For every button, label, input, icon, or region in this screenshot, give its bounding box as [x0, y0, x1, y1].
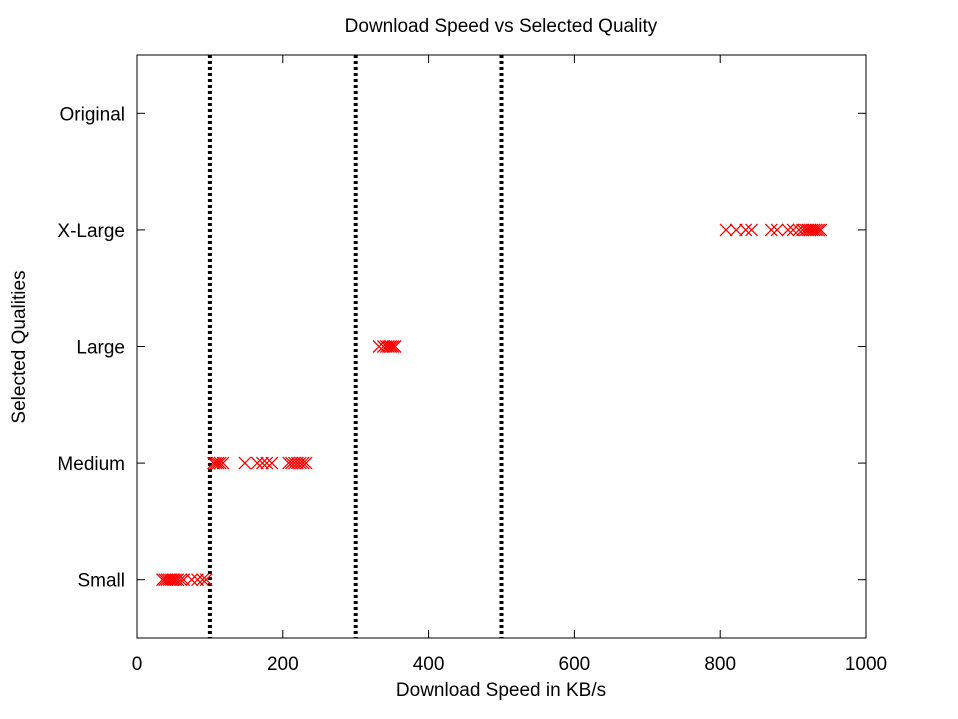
data-point-marker — [164, 573, 178, 587]
data-point-marker — [384, 340, 398, 353]
data-point-marker — [265, 456, 279, 470]
data-point-marker — [764, 223, 778, 237]
x-tick-label: 0 — [132, 654, 143, 675]
data-point-marker — [293, 456, 307, 470]
data-point-marker — [185, 573, 199, 587]
data-point-marker — [807, 223, 821, 237]
data-point-marker — [739, 223, 753, 237]
data-point-marker — [196, 573, 210, 587]
y-tick-label: Large — [76, 338, 125, 359]
data-point-marker — [199, 573, 213, 587]
x-tick-label: 200 — [267, 654, 299, 675]
x-axis-label: Download Speed in KB/s — [396, 680, 606, 701]
data-point-marker — [809, 223, 823, 237]
data-point-marker — [719, 223, 733, 237]
threshold-lines — [207, 55, 504, 638]
data-point-marker — [211, 456, 225, 470]
data-point-marker — [388, 340, 402, 353]
x-tick-label: 1000 — [845, 654, 887, 675]
y-axis-label: Selected Qualities — [9, 270, 30, 423]
data-points — [156, 223, 828, 587]
chart-title: Download Speed vs Selected Quality — [345, 16, 658, 37]
data-point-marker — [174, 573, 188, 587]
data-point-marker — [296, 456, 310, 470]
tick-labels: 0 200 400 600 800 1000 Small Medium Large X-Large… — [57, 104, 887, 675]
data-point-marker — [382, 340, 395, 353]
x-tick-label: 800 — [704, 654, 736, 675]
data-point-marker — [786, 223, 800, 237]
data-point-marker — [814, 223, 828, 237]
data-point-marker — [171, 573, 185, 587]
data-point-marker — [745, 223, 759, 237]
y-tick-label: Medium — [57, 454, 125, 475]
data-point-marker — [812, 223, 826, 237]
data-point-marker — [250, 456, 264, 470]
data-point-marker — [238, 456, 252, 470]
data-point-marker — [386, 340, 400, 353]
data-point-marker — [781, 223, 795, 237]
x-tick-label: 400 — [413, 654, 445, 675]
data-point-marker — [729, 223, 743, 237]
plot-frame — [136, 54, 867, 639]
axis-ticks — [136, 55, 867, 638]
y-tick-label: Original — [60, 104, 125, 125]
data-point-marker — [255, 456, 269, 470]
y-tick-label: X-Large — [57, 221, 125, 242]
x-tick-label: 600 — [559, 654, 591, 675]
data-point-marker — [216, 456, 230, 470]
data-point-marker — [260, 456, 274, 470]
data-point-marker — [213, 456, 227, 470]
data-point-marker — [299, 456, 313, 470]
data-point-marker — [207, 456, 221, 470]
data-point-marker — [770, 223, 784, 237]
y-tick-label: Small — [77, 571, 125, 592]
